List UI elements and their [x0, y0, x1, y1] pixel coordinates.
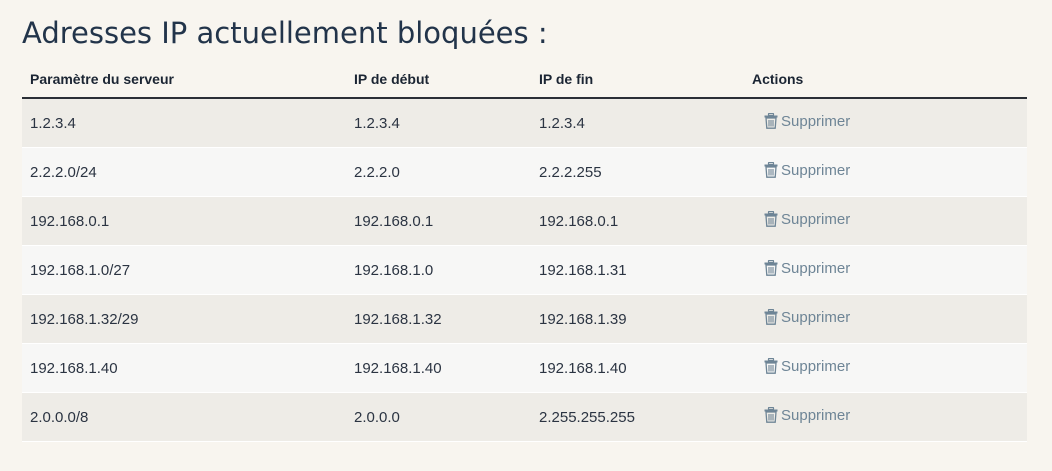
cell-start-ip: 192.168.1.32	[346, 294, 531, 344]
trash-icon	[764, 309, 778, 326]
cell-server-parameter: 2.0.0.0/8	[22, 392, 346, 442]
cell-actions: Supprimer	[744, 98, 1027, 148]
cell-end-ip: 2.2.2.255	[531, 147, 744, 197]
blocked-ip-table-container: Paramètre du serveur IP de début IP de f…	[22, 60, 1027, 442]
header-start-ip: IP de début	[346, 60, 531, 99]
delete-button-label: Supprimer	[781, 210, 851, 228]
delete-button-label: Supprimer	[781, 308, 851, 326]
table-row: 2.0.0.0/8 2.0.0.0 2.255.255.255 Supprimer	[22, 392, 1027, 442]
delete-button[interactable]: Supprimer	[764, 162, 850, 179]
header-end-ip: IP de fin	[531, 60, 744, 99]
delete-button-label: Supprimer	[781, 406, 851, 424]
cell-actions: Supprimer	[744, 147, 1027, 197]
cell-server-parameter: 192.168.1.0/27	[22, 245, 346, 295]
table-body: 1.2.3.4 1.2.3.4 1.2.3.4 Supprimer 2.2.2.0/24…	[22, 98, 1027, 442]
delete-button-label: Supprimer	[781, 259, 851, 277]
cell-end-ip: 192.168.0.1	[531, 196, 744, 246]
cell-server-parameter: 192.168.1.32/29	[22, 294, 346, 344]
cell-server-parameter: 192.168.1.40	[22, 343, 346, 393]
delete-button-label: Supprimer	[781, 161, 851, 179]
cell-server-parameter: 192.168.0.1	[22, 196, 346, 246]
cell-start-ip: 1.2.3.4	[346, 98, 531, 148]
trash-icon	[764, 358, 778, 375]
delete-button[interactable]: Supprimer	[764, 309, 850, 326]
table-header-row: Paramètre du serveur IP de début IP de f…	[22, 60, 1027, 99]
table-row: 1.2.3.4 1.2.3.4 1.2.3.4 Supprimer	[22, 98, 1027, 148]
trash-icon	[764, 162, 778, 179]
cell-actions: Supprimer	[744, 245, 1027, 295]
cell-start-ip: 2.0.0.0	[346, 392, 531, 442]
page-title: Adresses IP actuellement bloquées :	[22, 16, 548, 50]
delete-button-label: Supprimer	[781, 357, 851, 375]
table-row: 192.168.1.32/29 192.168.1.32 192.168.1.39 S…	[22, 294, 1027, 344]
trash-icon	[764, 260, 778, 277]
blocked-ip-table: Paramètre du serveur IP de début IP de f…	[22, 60, 1027, 442]
trash-icon	[764, 113, 778, 130]
cell-server-parameter: 2.2.2.0/24	[22, 147, 346, 197]
cell-end-ip: 192.168.1.40	[531, 343, 744, 393]
delete-button[interactable]: Supprimer	[764, 358, 850, 375]
table-row: 2.2.2.0/24 2.2.2.0 2.2.2.255 Supprimer	[22, 147, 1027, 197]
cell-start-ip: 192.168.1.0	[346, 245, 531, 295]
cell-end-ip: 192.168.1.39	[531, 294, 744, 344]
cell-end-ip: 1.2.3.4	[531, 98, 744, 148]
delete-button-label: Supprimer	[781, 112, 851, 130]
cell-start-ip: 2.2.2.0	[346, 147, 531, 197]
trash-icon	[764, 407, 778, 424]
cell-actions: Supprimer	[744, 196, 1027, 246]
header-actions: Actions	[744, 60, 1027, 99]
header-server-parameter: Paramètre du serveur	[22, 60, 346, 99]
cell-end-ip: 192.168.1.31	[531, 245, 744, 295]
delete-button[interactable]: Supprimer	[764, 113, 850, 130]
delete-button[interactable]: Supprimer	[764, 211, 850, 228]
cell-actions: Supprimer	[744, 294, 1027, 344]
cell-server-parameter: 1.2.3.4	[22, 98, 346, 148]
table-row: 192.168.1.0/27 192.168.1.0 192.168.1.31 Sup…	[22, 245, 1027, 295]
delete-button[interactable]: Supprimer	[764, 407, 850, 424]
cell-end-ip: 2.255.255.255	[531, 392, 744, 442]
cell-actions: Supprimer	[744, 343, 1027, 393]
delete-button[interactable]: Supprimer	[764, 260, 850, 277]
trash-icon	[764, 211, 778, 228]
table-row: 192.168.1.40 192.168.1.40 192.168.1.40 Supp…	[22, 343, 1027, 393]
table-row: 192.168.0.1 192.168.0.1 192.168.0.1 Supprim…	[22, 196, 1027, 246]
cell-start-ip: 192.168.0.1	[346, 196, 531, 246]
cell-start-ip: 192.168.1.40	[346, 343, 531, 393]
cell-actions: Supprimer	[744, 392, 1027, 442]
